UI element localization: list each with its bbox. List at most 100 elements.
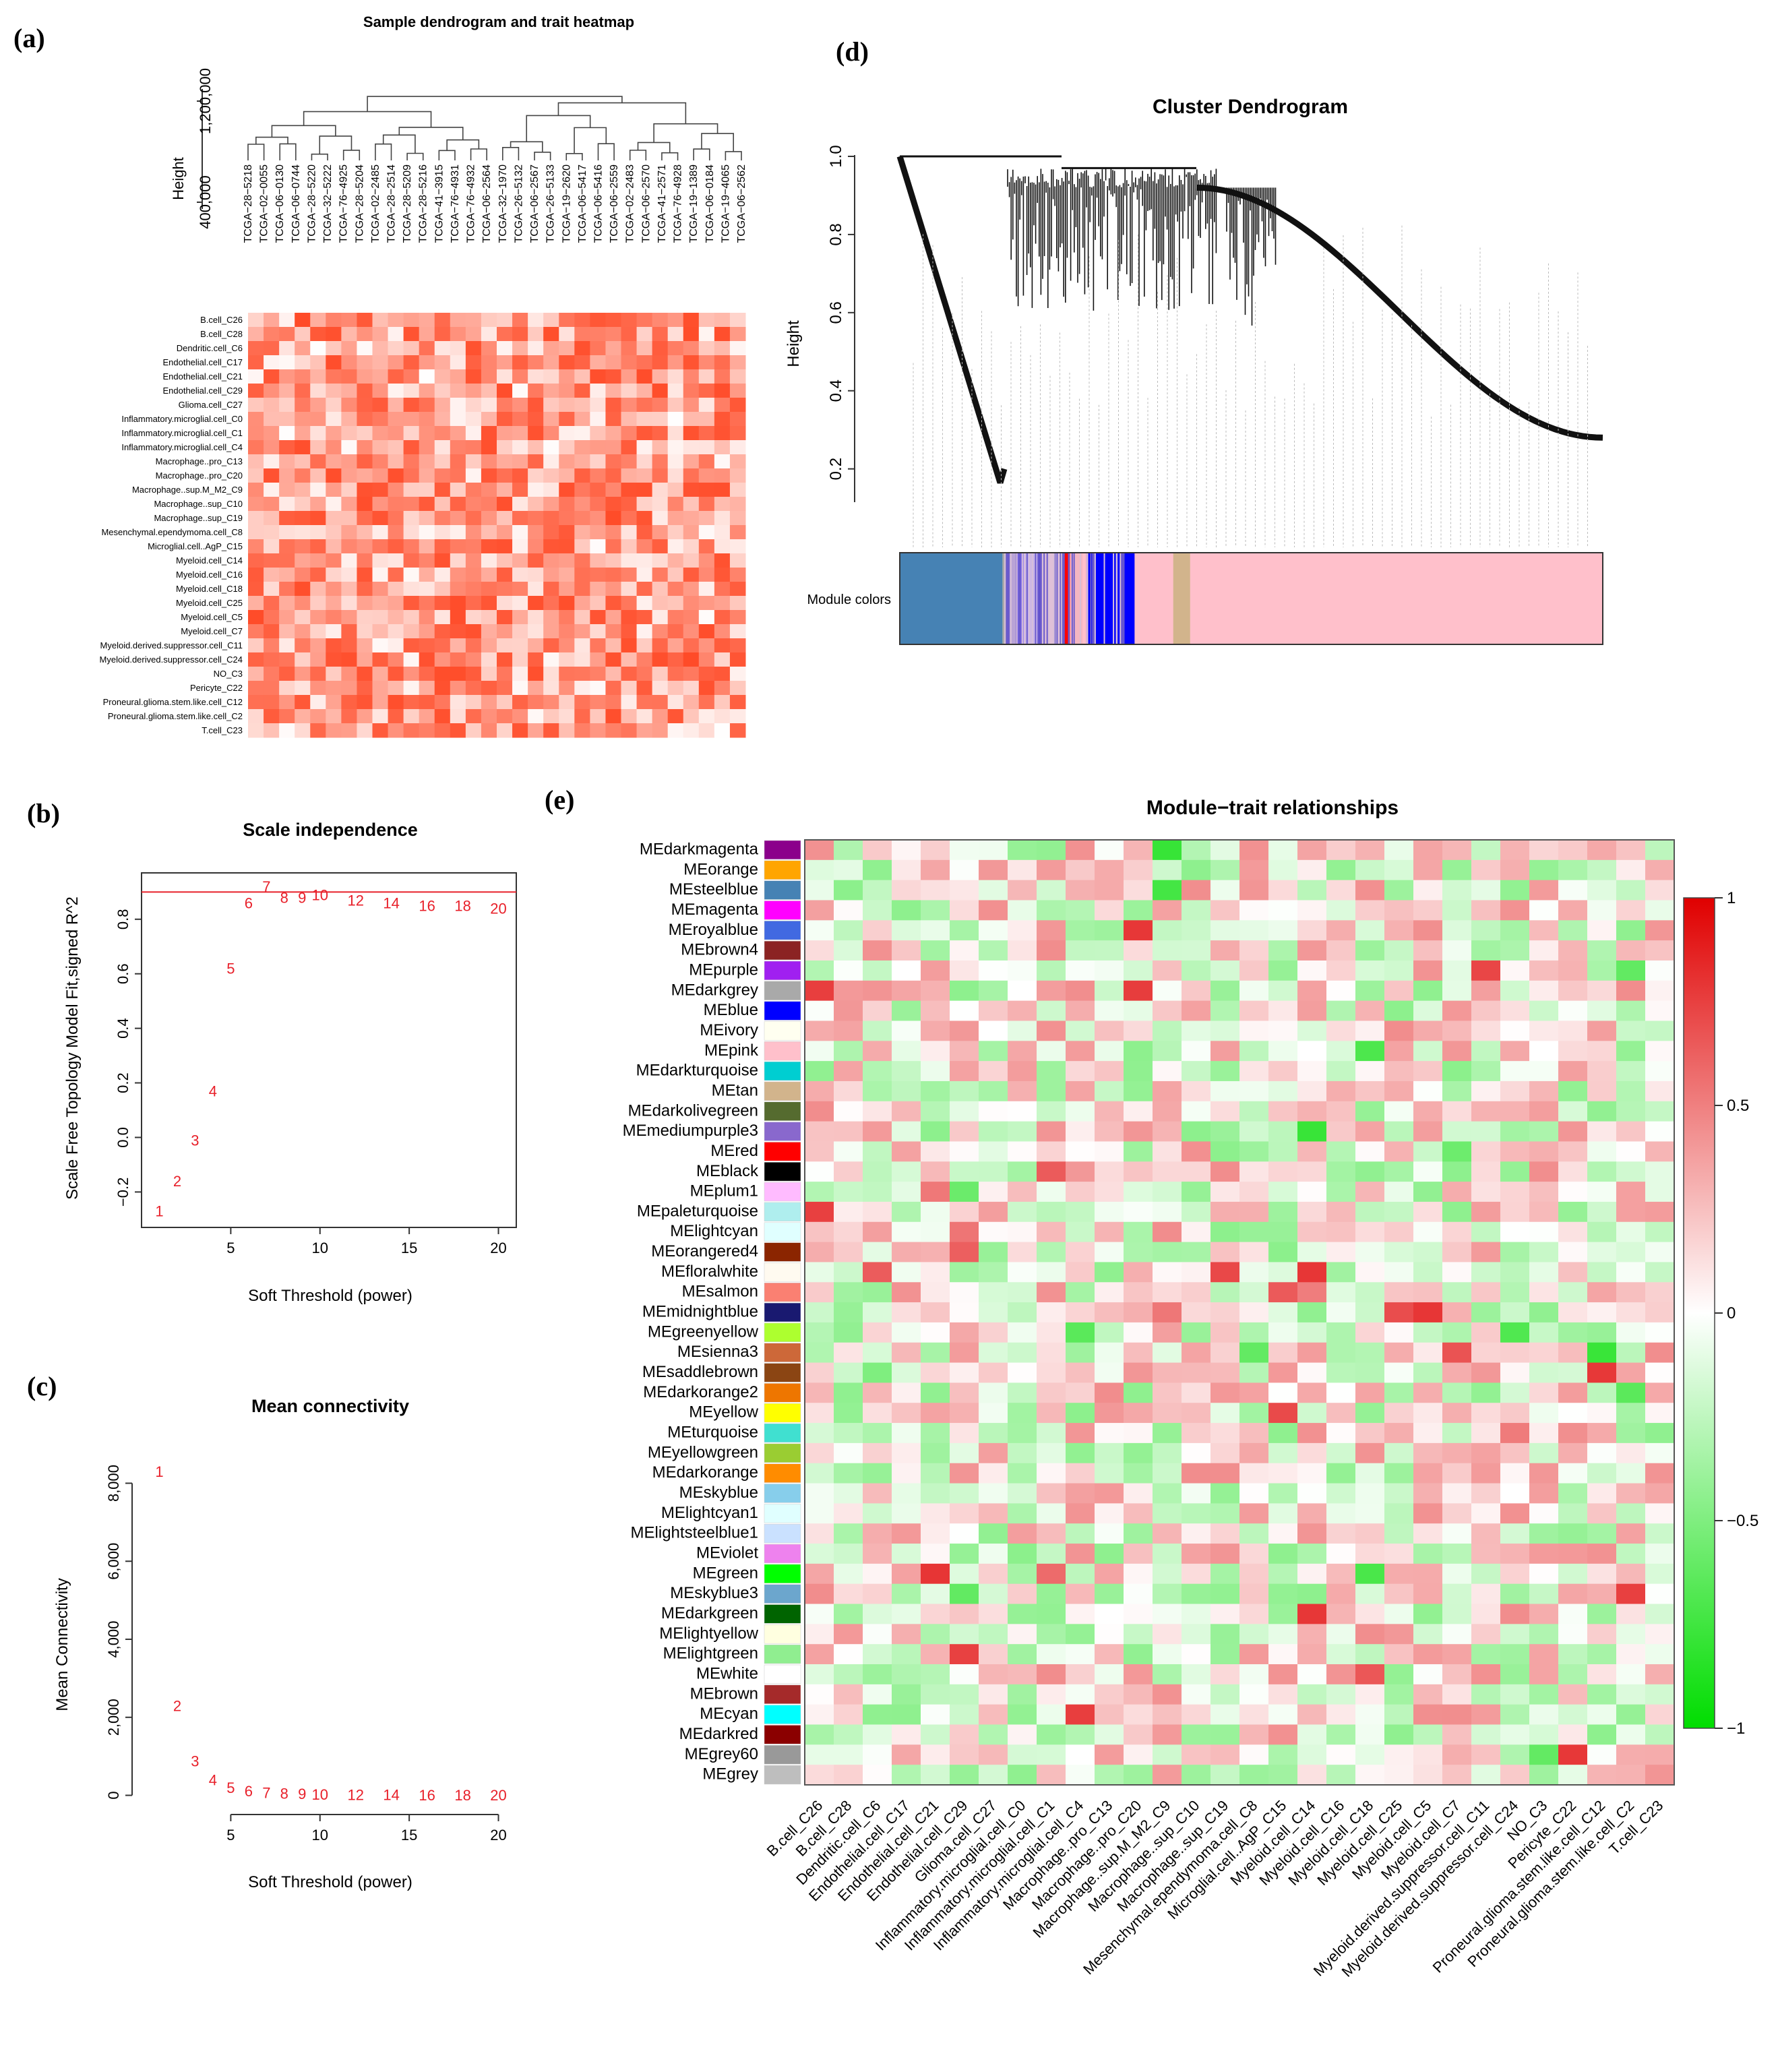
module-color-strip xyxy=(1047,553,1049,644)
heatmap-cell xyxy=(559,553,575,568)
correlation-cell xyxy=(1095,880,1124,901)
correlation-cell xyxy=(1500,1141,1530,1162)
correlation-cell xyxy=(1355,1121,1385,1142)
heatmap-cell xyxy=(326,667,342,681)
module-color-bar-frame xyxy=(899,552,1603,645)
heatmap-cell xyxy=(574,468,590,483)
heatmap-cell xyxy=(434,525,451,540)
heatmap-cell xyxy=(714,681,731,696)
correlation-cell xyxy=(1500,1765,1530,1786)
correlation-cell xyxy=(1124,1744,1153,1765)
heatmap-cell xyxy=(450,398,466,413)
power-point: 16 xyxy=(419,1787,435,1804)
dendro-link xyxy=(319,135,352,154)
correlation-cell xyxy=(1587,880,1617,901)
heatmap-cell xyxy=(372,369,389,384)
correlation-cell xyxy=(921,1161,950,1182)
correlation-cell xyxy=(805,880,834,901)
correlation-cell xyxy=(863,1644,892,1665)
heatmap-cell xyxy=(590,723,606,738)
heatmap-cell xyxy=(450,695,466,710)
power-point: 6 xyxy=(245,895,253,912)
heatmap-cell xyxy=(559,384,575,398)
correlation-cell xyxy=(1471,1624,1501,1645)
heatmap-cell xyxy=(605,440,621,455)
heatmap-cell xyxy=(310,454,326,469)
colorbar-tick-label: 0 xyxy=(1727,1304,1736,1322)
heatmap-cell xyxy=(590,582,606,597)
heatmap-cell xyxy=(683,468,700,483)
heatmap-cell xyxy=(434,638,451,653)
heatmap-cell xyxy=(357,369,373,384)
correlation-cell xyxy=(950,1080,979,1102)
heatmap-cell xyxy=(310,369,326,384)
correlation-cell xyxy=(1355,1664,1385,1685)
heatmap-cell xyxy=(310,355,326,370)
heatmap-cell xyxy=(512,511,528,526)
heatmap-cell xyxy=(497,525,513,540)
correlation-cell xyxy=(1384,1101,1414,1122)
correlation-cell xyxy=(950,1282,979,1303)
correlation-cell xyxy=(1066,880,1095,901)
correlation-cell xyxy=(863,960,892,981)
heatmap-cell xyxy=(248,539,264,554)
power-point: 3 xyxy=(191,1753,199,1770)
heatmap-cell xyxy=(652,398,669,413)
correlation-cell xyxy=(805,1101,834,1122)
heatmap-cell xyxy=(264,454,280,469)
correlation-cell xyxy=(1182,1724,1211,1745)
correlation-cell xyxy=(1008,1061,1037,1082)
correlation-cell xyxy=(950,840,979,861)
correlation-cell xyxy=(1500,960,1530,981)
correlation-cell xyxy=(1558,1201,1588,1223)
correlation-cell xyxy=(863,1101,892,1122)
correlation-cell xyxy=(1616,1221,1646,1242)
correlation-cell xyxy=(1384,980,1414,1002)
heatmap-cell xyxy=(667,468,684,483)
heatmap-cell xyxy=(388,596,404,611)
heatmap-cell xyxy=(497,341,513,356)
heatmap-cell xyxy=(279,483,295,497)
correlation-cell xyxy=(1442,1704,1472,1725)
heatmap-cell xyxy=(729,313,746,328)
correlation-cell xyxy=(805,1403,834,1424)
correlation-cell xyxy=(1529,1020,1559,1041)
heatmap-cell xyxy=(683,596,700,611)
correlation-cell xyxy=(1587,1302,1617,1323)
module-color-strip xyxy=(1080,553,1082,644)
heatmap-cell xyxy=(714,596,731,611)
heatmap-cell xyxy=(481,652,497,667)
correlation-cell xyxy=(1413,1322,1443,1343)
correlation-cell xyxy=(1529,1765,1559,1786)
correlation-cell xyxy=(1558,1583,1588,1604)
correlation-cell xyxy=(805,1604,834,1624)
correlation-cell xyxy=(1066,1644,1095,1665)
correlation-cell xyxy=(1413,1242,1443,1262)
correlation-cell xyxy=(1153,1161,1182,1182)
heatmap-cell xyxy=(497,610,513,625)
correlation-cell xyxy=(1471,1000,1501,1021)
heatmap-cell xyxy=(388,539,404,554)
correlation-cell xyxy=(1616,1423,1646,1444)
correlation-cell xyxy=(1587,1342,1617,1363)
heatmap-cell xyxy=(357,525,373,540)
heatmap-cell xyxy=(326,426,342,441)
correlation-cell xyxy=(805,1664,834,1685)
correlation-cell xyxy=(892,1041,921,1062)
correlation-cell xyxy=(1066,1442,1095,1464)
correlation-cell xyxy=(1095,1765,1124,1786)
correlation-cell xyxy=(892,1523,921,1544)
heatmap-cell xyxy=(326,341,342,356)
module-color-strip xyxy=(1010,553,1012,644)
correlation-cell xyxy=(1239,1182,1269,1202)
correlation-cell xyxy=(805,1382,834,1403)
correlation-cell xyxy=(1558,1644,1588,1665)
correlation-cell xyxy=(1268,1282,1298,1303)
correlation-cell xyxy=(1558,840,1588,861)
heatmap-cell xyxy=(497,369,513,384)
heatmap-cell xyxy=(372,695,389,710)
correlation-cell xyxy=(805,1563,834,1585)
correlation-cell xyxy=(1558,1624,1588,1645)
correlation-cell xyxy=(1037,1503,1066,1524)
module-swatch xyxy=(764,921,801,940)
